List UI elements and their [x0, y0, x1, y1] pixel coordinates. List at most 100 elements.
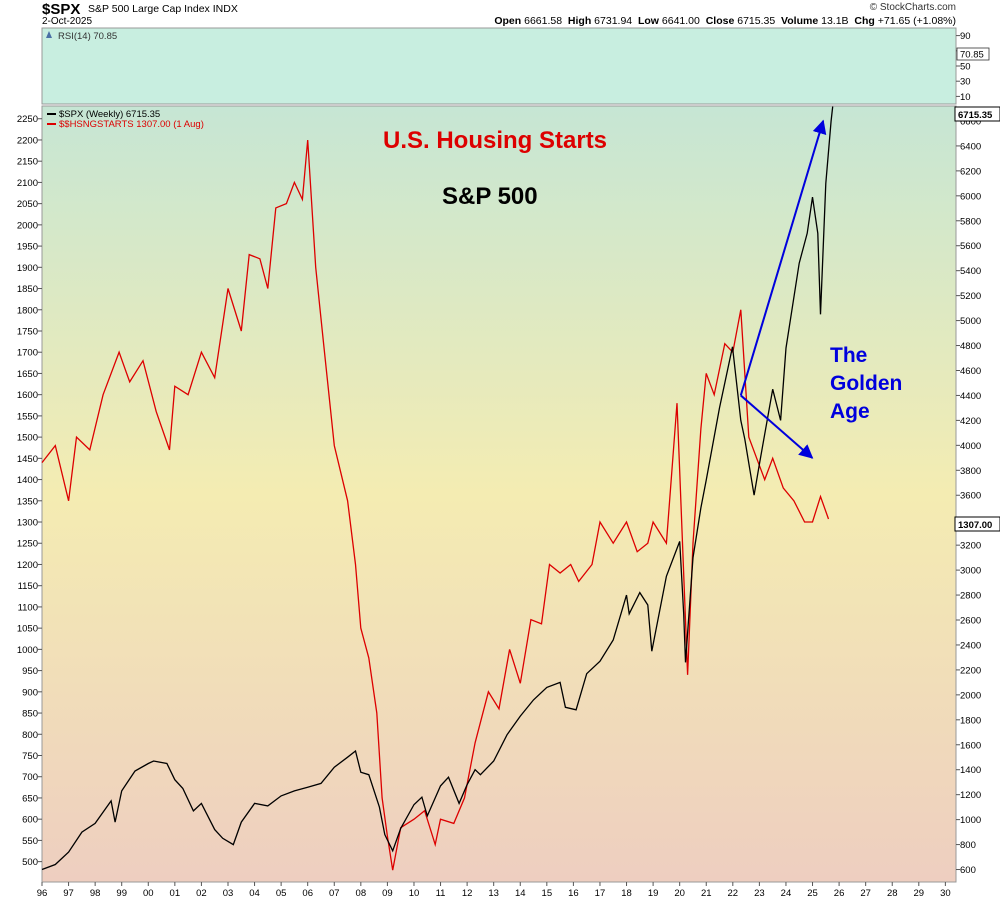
housing-annotation: U.S. Housing Starts [383, 127, 607, 154]
left-tick-label: 1700 [17, 348, 38, 359]
left-tick-label: 1100 [18, 602, 38, 613]
left-tick-label: 1900 [17, 263, 38, 274]
right-tick-label: 1000 [960, 815, 981, 826]
housing-last-label: 1307.00 [958, 520, 992, 531]
volume-value: 13.1B [821, 15, 849, 27]
x-tick-label: 13 [488, 888, 499, 899]
rsi-value-box [956, 47, 990, 61]
housing-last-box [954, 516, 1000, 532]
right-tick-label: 5000 [960, 316, 981, 327]
x-tick-label: 03 [223, 888, 234, 899]
right-tick-label: 6000 [960, 191, 981, 202]
left-tick-label: 2150 [17, 157, 38, 168]
x-tick-label: 20 [674, 888, 685, 899]
x-tick-label: 26 [834, 888, 845, 899]
x-tick-label: 29 [914, 888, 925, 899]
x-tick-label: 07 [329, 888, 340, 899]
x-tick-label: 09 [382, 888, 393, 899]
left-tick-label: 1650 [17, 369, 38, 380]
volume-label: Volume [781, 15, 819, 27]
x-tick-label: 01 [170, 888, 181, 899]
spx-last-box [954, 106, 1000, 122]
left-tick-label: 500 [22, 857, 38, 868]
rsi-tick-label: 10 [960, 92, 971, 103]
high-label: High [567, 15, 592, 27]
spx-annotation: S&P 500 [442, 183, 538, 210]
x-tick-label: 16 [568, 888, 579, 899]
x-tick-label: 19 [648, 888, 659, 899]
left-tick-label: 1200 [17, 560, 38, 571]
x-tick-label: 04 [249, 888, 260, 899]
left-tick-label: 800 [22, 730, 38, 741]
right-tick-label: 4200 [960, 416, 981, 427]
x-tick-label: 00 [143, 888, 154, 899]
x-tick-label: 08 [356, 888, 367, 899]
x-tick-label: 98 [90, 888, 101, 899]
high-value: 6731.94 [594, 15, 633, 27]
rsi-tick-label: 30 [960, 77, 971, 88]
x-tick-label: 30 [940, 888, 951, 899]
left-tick-label: 1300 [17, 518, 38, 529]
left-tick-label: 600 [22, 815, 38, 826]
left-tick-label: 2050 [17, 199, 38, 210]
right-tick-label: 1200 [960, 790, 981, 801]
rsi-legend: RSI(14) 70.85 [58, 31, 117, 42]
x-tick-label: 10 [409, 888, 420, 899]
right-axis: 6600 6400 6200 6000 5800 5600 5400 5200 5000 4800… [956, 116, 981, 876]
right-tick-label: 6600 [960, 116, 981, 127]
price-stats: Open 6661.58 High 6731.94 Low 6641.00 Cl… [494, 15, 956, 27]
x-tick-label: 99 [116, 888, 127, 899]
right-tick-label: 4000 [960, 441, 981, 452]
right-tick-label: 600 [960, 865, 976, 876]
right-tick-label: 1400 [960, 765, 981, 776]
golden-age-line2: Golden [830, 372, 902, 395]
left-tick-label: 2200 [17, 135, 38, 146]
x-tick-label: 25 [807, 888, 818, 899]
golden-age-line1: The [830, 344, 867, 367]
x-tick-label: 12 [462, 888, 473, 899]
rsi-tick-label: 90 [960, 31, 971, 42]
left-tick-label: 1150 [18, 581, 38, 592]
left-tick-label: 1500 [17, 433, 38, 444]
housing-down-arrow [740, 394, 814, 459]
right-tick-label: 2000 [960, 690, 981, 701]
right-tick-label: 3600 [960, 491, 981, 502]
left-tick-label: 2000 [17, 220, 38, 231]
chart-date: 2-Oct-2025 [42, 16, 93, 27]
rsi-axis: 9070503010 [956, 31, 971, 103]
left-tick-label: 1800 [17, 305, 38, 316]
right-tick-label: 5600 [960, 241, 981, 252]
brand-watermark: © StockCharts.com [869, 2, 956, 13]
x-tick-label: 11 [436, 888, 446, 899]
left-tick-label: 650 [22, 793, 38, 804]
left-tick-label: 2100 [17, 178, 38, 189]
exchange-code: INDX [212, 3, 238, 15]
left-tick-label: 850 [22, 709, 38, 720]
left-tick-label: 1050 [17, 624, 38, 635]
right-tick-label: 1600 [960, 740, 981, 751]
left-tick-label: 1750 [17, 326, 38, 337]
right-tick-label: 3800 [960, 466, 981, 477]
low-value: 6641.00 [661, 15, 700, 27]
x-tick-label: 96 [37, 888, 48, 899]
left-axis: 2250 2200 2150 2100 2050 2000 1950 1900 1850 1800… [17, 114, 42, 868]
ticker-symbol: $SPX [42, 1, 81, 18]
chg-value: +71.65 (+1.08%) [877, 15, 956, 27]
left-tick-label: 1400 [17, 475, 38, 486]
right-tick-label: 5400 [960, 266, 981, 277]
main-panel [41, 105, 957, 883]
x-tick-label: 06 [302, 888, 313, 899]
chart-header: $SPX S&P 500 Large Cap Index INDX 2-Oct-… [0, 0, 1000, 28]
right-tick-label: 6200 [960, 166, 981, 177]
left-tick-label: 1550 [17, 411, 38, 422]
spx-last-label: 6715.35 [958, 110, 993, 121]
left-tick-label: 1350 [17, 496, 38, 507]
left-tick-label: 700 [22, 772, 38, 783]
right-tick-label: 3000 [960, 566, 981, 577]
right-tick-label: 5800 [960, 216, 981, 227]
rsi-value-label: 70.85 [960, 50, 984, 61]
left-tick-label: 1600 [17, 390, 38, 401]
rsi-panel [41, 27, 957, 105]
right-tick-label: 2200 [960, 665, 981, 676]
